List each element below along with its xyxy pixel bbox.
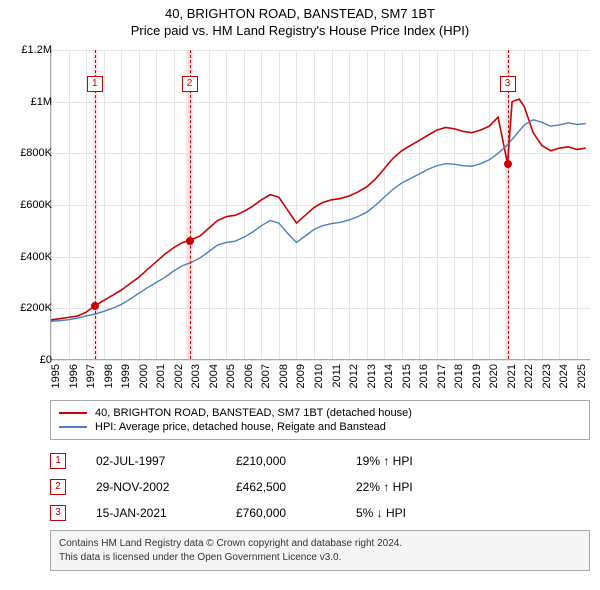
x-axis-label: 2005 [225,364,237,394]
sale-marker-label: 2 [182,76,198,92]
y-axis-label: £800K [20,147,52,159]
x-axis-label: 1998 [103,364,115,394]
chart-lines-svg [51,50,590,359]
legend-box: 40, BRIGHTON ROAD, BANSTEAD, SM7 1BT (de… [50,400,590,440]
footer-attribution: Contains HM Land Registry data © Crown c… [50,530,590,571]
footer-line2: This data is licensed under the Open Gov… [59,551,581,565]
x-axis-label: 1996 [68,364,80,394]
x-axis-label: 2007 [260,364,272,394]
sale-hpi: 5% ↓ HPI [356,506,476,520]
sale-point-marker [186,237,194,245]
x-axis-label: 2017 [436,364,448,394]
x-axis-label: 2010 [313,364,325,394]
sale-price: £760,000 [236,506,356,520]
x-axis-label: 2015 [401,364,413,394]
legend-label: HPI: Average price, detached house, Reig… [95,421,386,433]
sale-price: £210,000 [236,454,356,468]
sale-hpi: 22% ↑ HPI [356,480,476,494]
x-axis-label: 2021 [506,364,518,394]
sale-marker: 1 [50,453,66,469]
x-axis-label: 2018 [453,364,465,394]
x-axis-label: 2019 [471,364,483,394]
x-axis-label: 2022 [523,364,535,394]
sale-marker: 2 [50,479,66,495]
x-axis-label: 2023 [541,364,553,394]
sale-hpi: 19% ↑ HPI [356,454,476,468]
table-row: 1 02-JUL-1997 £210,000 19% ↑ HPI [50,448,590,474]
x-axis-label: 2006 [243,364,255,394]
title-line1: 40, BRIGHTON ROAD, BANSTEAD, SM7 1BT [0,6,600,21]
sale-price: £462,500 [236,480,356,494]
x-axis-label: 2011 [331,364,343,394]
sale-marker-label: 3 [500,76,516,92]
table-row: 2 29-NOV-2002 £462,500 22% ↑ HPI [50,474,590,500]
sale-marker: 3 [50,505,66,521]
x-axis-label: 2003 [190,364,202,394]
x-axis-label: 1995 [50,364,62,394]
sale-point-marker [91,302,99,310]
x-axis-label: 2020 [488,364,500,394]
legend-row: 40, BRIGHTON ROAD, BANSTEAD, SM7 1BT (de… [59,407,581,419]
title-block: 40, BRIGHTON ROAD, BANSTEAD, SM7 1BT Pri… [0,0,600,38]
sale-marker-label: 1 [87,76,103,92]
chart-container: 40, BRIGHTON ROAD, BANSTEAD, SM7 1BT Pri… [0,0,600,590]
x-axis-label: 2009 [295,364,307,394]
x-axis-label: 2024 [558,364,570,394]
x-axis-label: 2013 [366,364,378,394]
title-line2: Price paid vs. HM Land Registry's House … [0,23,600,38]
y-axis-label: £1M [31,96,52,108]
x-axis-label: 2014 [383,364,395,394]
x-axis-label: 2000 [138,364,150,394]
legend-label: 40, BRIGHTON ROAD, BANSTEAD, SM7 1BT (de… [95,407,412,419]
table-row: 3 15-JAN-2021 £760,000 5% ↓ HPI [50,500,590,526]
x-axis-label: 2001 [155,364,167,394]
footer-line1: Contains HM Land Registry data © Crown c… [59,537,581,551]
sale-date: 15-JAN-2021 [96,506,236,520]
sales-table: 1 02-JUL-1997 £210,000 19% ↑ HPI 2 29-NO… [50,448,590,526]
x-axis-label: 1997 [85,364,97,394]
x-axis-label: 2025 [576,364,588,394]
x-axis-label: 2016 [418,364,430,394]
legend-swatch [59,412,87,414]
x-axis-label: 2004 [208,364,220,394]
legend-row: HPI: Average price, detached house, Reig… [59,421,581,433]
x-axis-label: 2002 [173,364,185,394]
y-axis-label: £400K [20,251,52,263]
y-axis-label: £200K [20,302,52,314]
legend-swatch [59,426,87,428]
y-axis-label: £600K [20,199,52,211]
sale-date: 29-NOV-2002 [96,480,236,494]
x-axis-label: 1999 [120,364,132,394]
x-axis-label: 2008 [278,364,290,394]
sale-point-marker [504,160,512,168]
chart-plot-area: 1 2 3 [50,50,590,360]
y-axis-label: £1.2M [21,44,52,56]
x-axis-label: 2012 [348,364,360,394]
sale-date: 02-JUL-1997 [96,454,236,468]
